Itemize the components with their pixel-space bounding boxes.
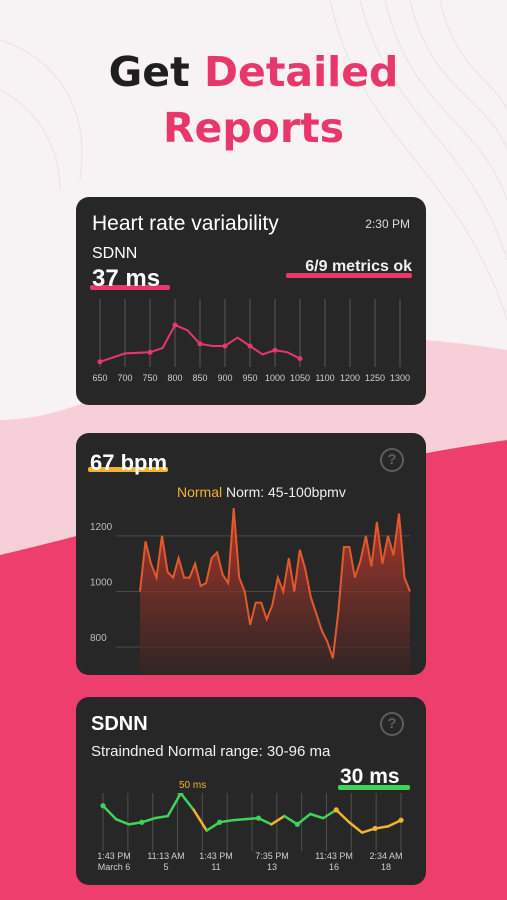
hrv-data-point [197, 341, 203, 347]
bpm-y-tick: 1200 [90, 522, 113, 533]
hrv-status-underline [286, 273, 412, 278]
hrv-time: 2:30 PM [365, 217, 410, 231]
sdnn-x-tick-time: 7:35 PM [255, 851, 289, 861]
hrv-x-tick: 1200 [340, 373, 360, 383]
sdnn-series-segment [179, 793, 195, 812]
sdnn-x-tick-date: 18 [381, 862, 391, 872]
sdnn-x-tick-date: 11 [211, 862, 220, 872]
sdnn-x-tick-time: 11:43 PM [315, 851, 353, 861]
hrv-x-tick: 700 [117, 373, 132, 383]
sdnn-x-tick-time: 11:13 AM [147, 851, 184, 861]
hrv-x-tick: 1100 [315, 373, 334, 383]
sdnn-value-underline [338, 785, 410, 790]
bpm-norm-line: Normal Norm: 45-100bpmv [177, 484, 346, 500]
sdnn-data-point [398, 817, 404, 823]
hrv-x-tick: 800 [167, 373, 182, 383]
hrv-x-tick: 950 [242, 373, 257, 383]
bpm-help-icon[interactable]: ? [380, 448, 404, 472]
sdnn-help-icon[interactable]: ? [380, 712, 404, 736]
bpm-norm-text: Norm: 45-100bpmv [226, 484, 346, 500]
hrv-value-underline [90, 285, 170, 290]
hrv-x-tick: 1300 [390, 373, 410, 383]
bpm-y-tick: 800 [90, 633, 107, 644]
hrv-data-point [147, 349, 153, 355]
headline-reports: Reports [162, 104, 345, 152]
hrv-data-point [247, 343, 253, 349]
sdnn-data-point [178, 793, 184, 796]
bpm-card[interactable]: 67 bpm ? Normal Norm: 45-100bpmv 1200 100… [76, 433, 426, 675]
sdnn-series-segment [231, 817, 247, 822]
sdnn-data-point [100, 803, 106, 809]
sdnn-x-tick-time: 1:43 PM [199, 851, 233, 861]
sdnn-series-segment [270, 814, 286, 826]
hrv-data-point [222, 343, 228, 349]
sdnn-x-tick-time: 2:34 AM [369, 851, 402, 861]
hrv-data-point [272, 347, 278, 353]
sdnn-data-point [333, 807, 339, 813]
hrv-metric-value: 37 ms [92, 265, 161, 292]
hrv-card[interactable]: Heart rate variability 2:30 PM SDNN 37 m… [76, 197, 426, 405]
hrv-data-point [172, 322, 178, 328]
sdnn-data-point [139, 819, 145, 825]
sdnn-data-point [255, 815, 262, 821]
headline-detailed: Detailed [203, 48, 399, 96]
sdnn-series-segment [309, 812, 325, 820]
sdnn-series-segment [114, 817, 131, 826]
bpm-series-line [139, 508, 411, 659]
bpm-status-label: Normal [177, 484, 223, 500]
hrv-status: 6/9 metrics ok [305, 258, 412, 275]
sdnn-series-segment [166, 793, 182, 818]
headline: Get Detailed Reports [0, 44, 507, 156]
sdnn-series-segment [192, 808, 208, 832]
sdnn-card[interactable]: SDNN ? Straindned Normal range: 30-96 ma… [76, 697, 426, 885]
hrv-x-tick: 750 [142, 373, 157, 383]
hrv-metric-label: SDNN [92, 245, 138, 262]
hrv-x-tick: 1050 [290, 373, 310, 383]
bpm-y-tick: 1000 [90, 578, 113, 589]
sdnn-series-segment [101, 804, 118, 821]
hrv-data-point [297, 356, 303, 362]
hrv-title: Heart rate variability [92, 212, 279, 235]
bpm-chart: 1200 1000 800 [90, 508, 411, 675]
sdnn-peak-label: 50 ms [179, 780, 207, 791]
hrv-x-tick: 1250 [365, 373, 385, 383]
bpm-value-underline [88, 467, 168, 472]
sdnn-x-tick-date: 16 [329, 862, 339, 872]
hrv-x-tick: 1000 [265, 373, 285, 383]
sdnn-value: 30 ms [340, 765, 400, 788]
sdnn-x-tick-date: 5 [163, 862, 168, 872]
sdnn-range-text: Straindned Normal range: 30-96 ma [91, 743, 331, 760]
hrv-data-point [97, 359, 103, 365]
sdnn-data-point [372, 825, 378, 832]
bpm-value: 67 bpm [90, 450, 168, 475]
hrv-x-tick: 900 [217, 373, 232, 383]
sdnn-data-point [294, 821, 300, 827]
sdnn-series-segment [334, 808, 351, 824]
hrv-x-tick: 650 [92, 373, 107, 383]
sdnn-data-point [217, 819, 223, 825]
sdnn-x-tick-date: March 6 [98, 862, 131, 872]
hrv-chart: 650 700 750 800 850 900 950 1000 1050 1100 1200 125… [92, 299, 410, 383]
hrv-x-tick: 850 [192, 373, 207, 383]
sdnn-x-tick-date: 13 [267, 862, 277, 872]
headline-get: Get [108, 48, 190, 96]
sdnn-title: SDNN [91, 713, 148, 735]
sdnn-series-segment [296, 812, 312, 826]
sdnn-series-segment [153, 814, 170, 820]
sdnn-series-segment [347, 821, 364, 834]
hrv-series-line [99, 323, 301, 363]
sdnn-x-tick-time: 1:43 PM [97, 851, 131, 861]
